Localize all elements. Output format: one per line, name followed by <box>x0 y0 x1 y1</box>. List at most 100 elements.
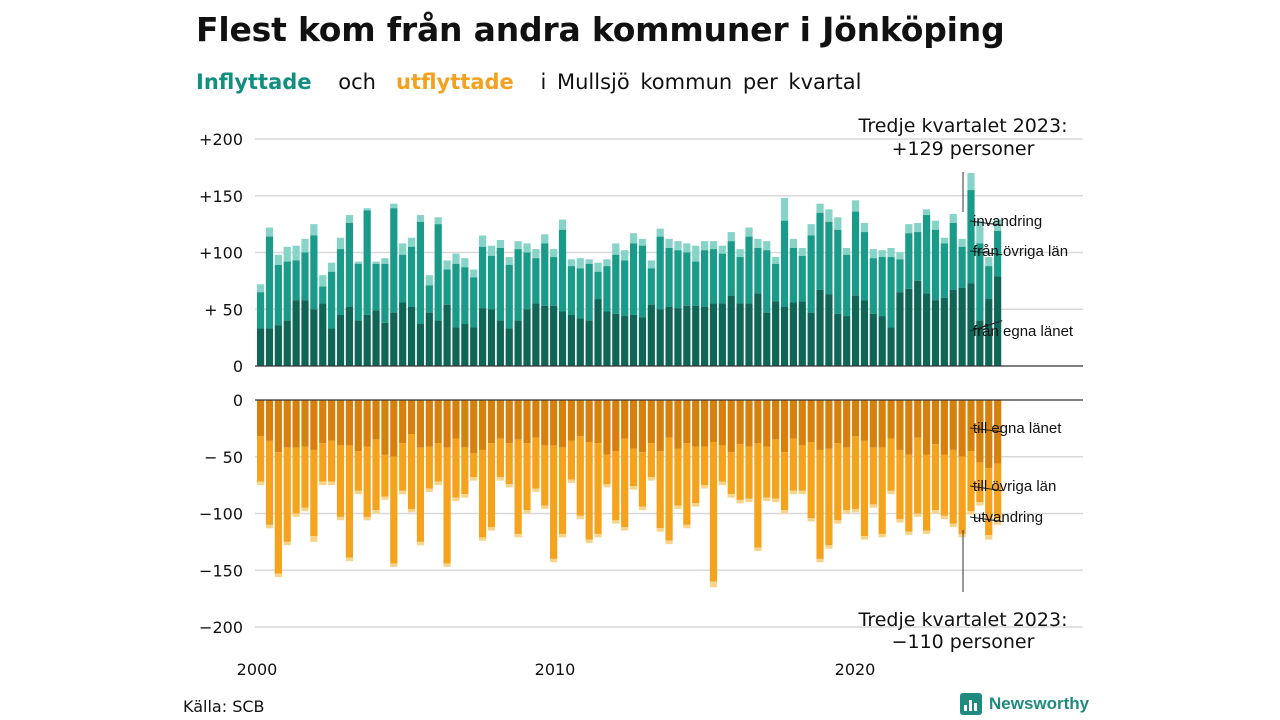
bar-out-egna-lanet <box>958 400 966 457</box>
bar-out-utvandring <box>763 497 771 502</box>
bar-out-utvandring <box>949 523 957 528</box>
bar-in-invandring <box>754 238 762 248</box>
bar-out-ovriga-lan <box>692 446 700 504</box>
bar-in-ovriga-lan <box>798 255 806 302</box>
y-tick-label: −150 <box>199 561 243 580</box>
bar-in-ovriga-lan <box>612 254 620 314</box>
bar-out-ovriga-lan <box>416 447 425 542</box>
bar-out-egna-lanet <box>878 400 886 448</box>
bar-in-ovriga-lan <box>319 286 327 304</box>
bar-in-egna-lanet <box>825 294 833 366</box>
bar-out-egna-lanet <box>683 400 691 444</box>
bar-in-egna-lanet <box>407 306 416 366</box>
bar-in-egna-lanet <box>976 320 984 366</box>
bar-out-egna-lanet <box>345 400 353 446</box>
bar-in-ovriga-lan <box>558 229 567 312</box>
bar-out-egna-lanet <box>532 400 540 438</box>
bar-out-utvandring <box>638 506 647 511</box>
bar-in-invandring <box>443 260 451 270</box>
bar-out-utvandring <box>914 513 922 517</box>
bar-out-ovriga-lan <box>523 443 531 511</box>
bar-in-egna-lanet <box>470 327 478 366</box>
bar-out-egna-lanet <box>363 400 371 447</box>
bar-out-egna-lanet <box>851 400 860 437</box>
bar-out-ovriga-lan <box>736 444 744 500</box>
bar-in-egna-lanet <box>434 320 442 366</box>
bar-out-ovriga-lan <box>656 451 664 529</box>
bar-out-ovriga-lan <box>665 437 673 541</box>
bar-out-utvandring <box>523 510 531 514</box>
bar-in-invandring <box>345 215 353 223</box>
bar-in-ovriga-lan <box>923 215 931 294</box>
bar-in-egna-lanet <box>585 320 593 366</box>
bar-in-egna-lanet <box>727 295 735 366</box>
y-tick-label: − 50 <box>204 448 243 467</box>
bar-out-utvandring <box>727 494 735 498</box>
bar-in-ovriga-lan <box>461 267 469 325</box>
bar-in-ovriga-lan <box>772 263 780 302</box>
bar-out-utvandring <box>878 533 886 538</box>
bar-out-utvandring <box>567 479 575 483</box>
bar-out-egna-lanet <box>523 400 531 444</box>
bar-out-utvandring <box>381 496 389 500</box>
bar-in-ovriga-lan <box>914 232 922 281</box>
bar-in-invandring <box>709 241 718 250</box>
series-label-leader <box>969 516 1003 522</box>
bar-out-egna-lanet <box>541 400 549 446</box>
bar-out-egna-lanet <box>665 400 673 438</box>
bar-out-utvandring <box>736 499 744 504</box>
bar-in-invandring <box>665 238 673 248</box>
bar-out-utvandring <box>940 515 948 520</box>
bar-in-egna-lanet <box>310 309 318 366</box>
bar-out-ovriga-lan <box>940 454 948 516</box>
bar-in-ovriga-lan <box>265 236 274 329</box>
bar-out-egna-lanet <box>763 400 771 447</box>
bar-in-egna-lanet <box>994 276 1002 366</box>
bar-out-utvandring <box>896 519 904 523</box>
bar-out-egna-lanet <box>443 400 451 448</box>
subtitle-utflyttade: utflyttade <box>396 70 514 94</box>
bar-in-invandring <box>585 259 593 264</box>
bar-in-invandring <box>931 220 940 230</box>
bar-in-invandring <box>683 243 691 253</box>
bar-out-utvandring <box>869 504 877 508</box>
bar-out-egna-lanet <box>621 400 629 439</box>
bar-in-ovriga-lan <box>994 230 1002 277</box>
bar-in-ovriga-lan <box>896 259 904 293</box>
bar-in-egna-lanet <box>958 287 966 366</box>
bar-out-ovriga-lan <box>487 443 496 528</box>
bar-in-invandring <box>372 261 380 264</box>
bar-out-ovriga-lan <box>345 445 353 558</box>
bar-in-ovriga-lan <box>594 271 602 300</box>
bar-out-ovriga-lan <box>257 436 265 482</box>
bar-out-egna-lanet <box>923 400 931 455</box>
bar-in-ovriga-lan <box>301 252 309 301</box>
bar-in-ovriga-lan <box>274 264 282 326</box>
bar-out-egna-lanet <box>692 400 700 447</box>
bar-in-egna-lanet <box>292 300 300 366</box>
bar-out-egna-lanet <box>674 400 682 449</box>
bar-in-ovriga-lan <box>541 243 549 306</box>
bar-in-ovriga-lan <box>976 243 984 321</box>
bar-out-utvandring <box>958 533 966 538</box>
bar-out-utvandring <box>851 508 860 513</box>
bar-out-utvandring <box>416 541 425 546</box>
bar-out-ovriga-lan <box>905 454 913 532</box>
bar-out-utvandring <box>257 481 265 486</box>
bar-out-utvandring <box>816 558 824 563</box>
bar-out-ovriga-lan <box>887 438 895 491</box>
bar-in-invandring <box>878 250 886 258</box>
bar-out-egna-lanet <box>328 400 336 441</box>
bar-in-invandring <box>301 238 309 253</box>
bar-out-egna-lanet <box>629 400 638 449</box>
bar-in-ovriga-lan <box>860 232 869 301</box>
bar-out-egna-lanet <box>310 400 318 450</box>
bar-in-invandring <box>381 258 389 264</box>
bar-in-egna-lanet <box>390 312 398 366</box>
bar-out-egna-lanet <box>567 400 575 441</box>
bar-in-invandring <box>736 249 744 258</box>
bar-out-utvandring <box>345 557 353 562</box>
bar-in-egna-lanet <box>532 303 540 366</box>
bar-out-egna-lanet <box>789 400 797 439</box>
bar-in-egna-lanet <box>461 324 469 366</box>
